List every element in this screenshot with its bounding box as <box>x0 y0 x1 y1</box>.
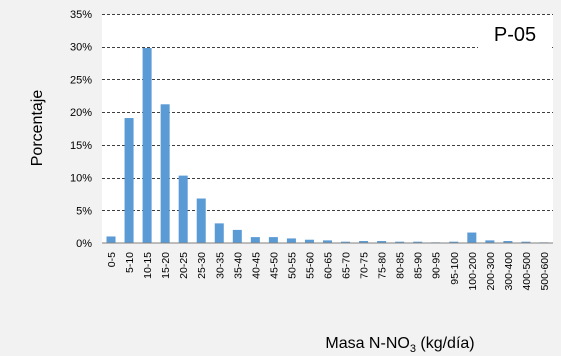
x-tick-label: 5-10 <box>124 252 136 273</box>
bar-30-35 <box>214 223 224 243</box>
bar-75-80 <box>377 241 387 243</box>
y-tick-labels: 0% 5% 10% 15% 20% 25% 30% 35% <box>70 9 92 250</box>
x-tick-label: 20-25 <box>178 252 190 279</box>
x-tick-label: 15-20 <box>160 252 172 279</box>
bar-45-50 <box>268 237 278 243</box>
x-tick-label: 400-500 <box>521 252 533 291</box>
y-tick-label: 30% <box>70 42 92 54</box>
x-tick-label: 95-100 <box>449 252 461 285</box>
bar-100-200 <box>467 232 477 243</box>
bars <box>106 48 549 243</box>
x-tick-label: 90-95 <box>431 252 443 279</box>
x-tick-label: 70-75 <box>359 252 371 279</box>
bar-5-10 <box>124 118 134 243</box>
bar-200-300 <box>485 240 495 243</box>
bar-65-70 <box>341 241 351 243</box>
gridlines <box>102 14 553 211</box>
x-tick-label: 65-70 <box>341 252 353 279</box>
y-tick-label: 15% <box>70 140 92 152</box>
x-tick-label: 55-60 <box>304 252 316 279</box>
x-tick-label: 45-50 <box>268 252 280 279</box>
x-tick-label: 200-300 <box>485 252 497 291</box>
x-tick-labels: 0-5 5-10 10-15 15-20 20-25 25-30 30-35 35-40 40-… <box>106 252 551 291</box>
bar-10-15 <box>142 48 152 243</box>
x-tick-label: 80-85 <box>395 252 407 279</box>
y-tick-label: 20% <box>70 107 92 119</box>
bar-20-25 <box>178 175 188 243</box>
x-tick-label: 300-400 <box>503 252 515 291</box>
x-tick-label: 25-30 <box>196 252 208 279</box>
y-tick-label: 35% <box>70 9 92 21</box>
y-tick-label: 0% <box>76 238 92 250</box>
bar-95-100 <box>449 241 459 243</box>
bar-60-65 <box>322 240 333 243</box>
x-tick-label: 60-65 <box>323 252 335 279</box>
panel-label: P-05 <box>494 24 536 46</box>
bar-80-85 <box>395 241 405 243</box>
y-tick-label: 10% <box>70 173 92 185</box>
x-tick-label: 10-15 <box>142 252 154 279</box>
x-tick-label: 500-600 <box>539 252 551 291</box>
x-tick-label: 30-35 <box>214 252 226 279</box>
bar-25-30 <box>196 198 206 243</box>
bar-15-20 <box>160 104 170 243</box>
x-tick-label: 85-90 <box>413 252 425 279</box>
x-tick-label: 50-55 <box>286 252 298 279</box>
bar-50-55 <box>286 238 296 243</box>
x-axis-title: Masa N-NO3 (kg/día) <box>325 335 474 355</box>
x-tick-label: 40-45 <box>250 252 262 279</box>
bar-0-5 <box>106 236 116 243</box>
y-axis-title: Porcentaje <box>29 90 46 167</box>
bar-40-45 <box>250 237 260 243</box>
x-tick-label: 35-40 <box>232 252 244 279</box>
panel-label-box <box>478 18 550 48</box>
plot-background <box>102 14 553 243</box>
bar-400-500 <box>521 241 531 243</box>
bar-300-400 <box>503 241 513 243</box>
bar-85-90 <box>413 241 423 243</box>
x-tick-label: 100-200 <box>467 252 479 291</box>
bar-55-60 <box>304 239 314 243</box>
bar-70-75 <box>359 241 369 243</box>
x-tick-label: 75-80 <box>377 252 389 279</box>
bar-35-40 <box>232 229 242 243</box>
y-tick-label: 5% <box>76 205 92 217</box>
x-tick-label: 0-5 <box>106 252 118 267</box>
y-tick-label: 25% <box>70 74 92 86</box>
